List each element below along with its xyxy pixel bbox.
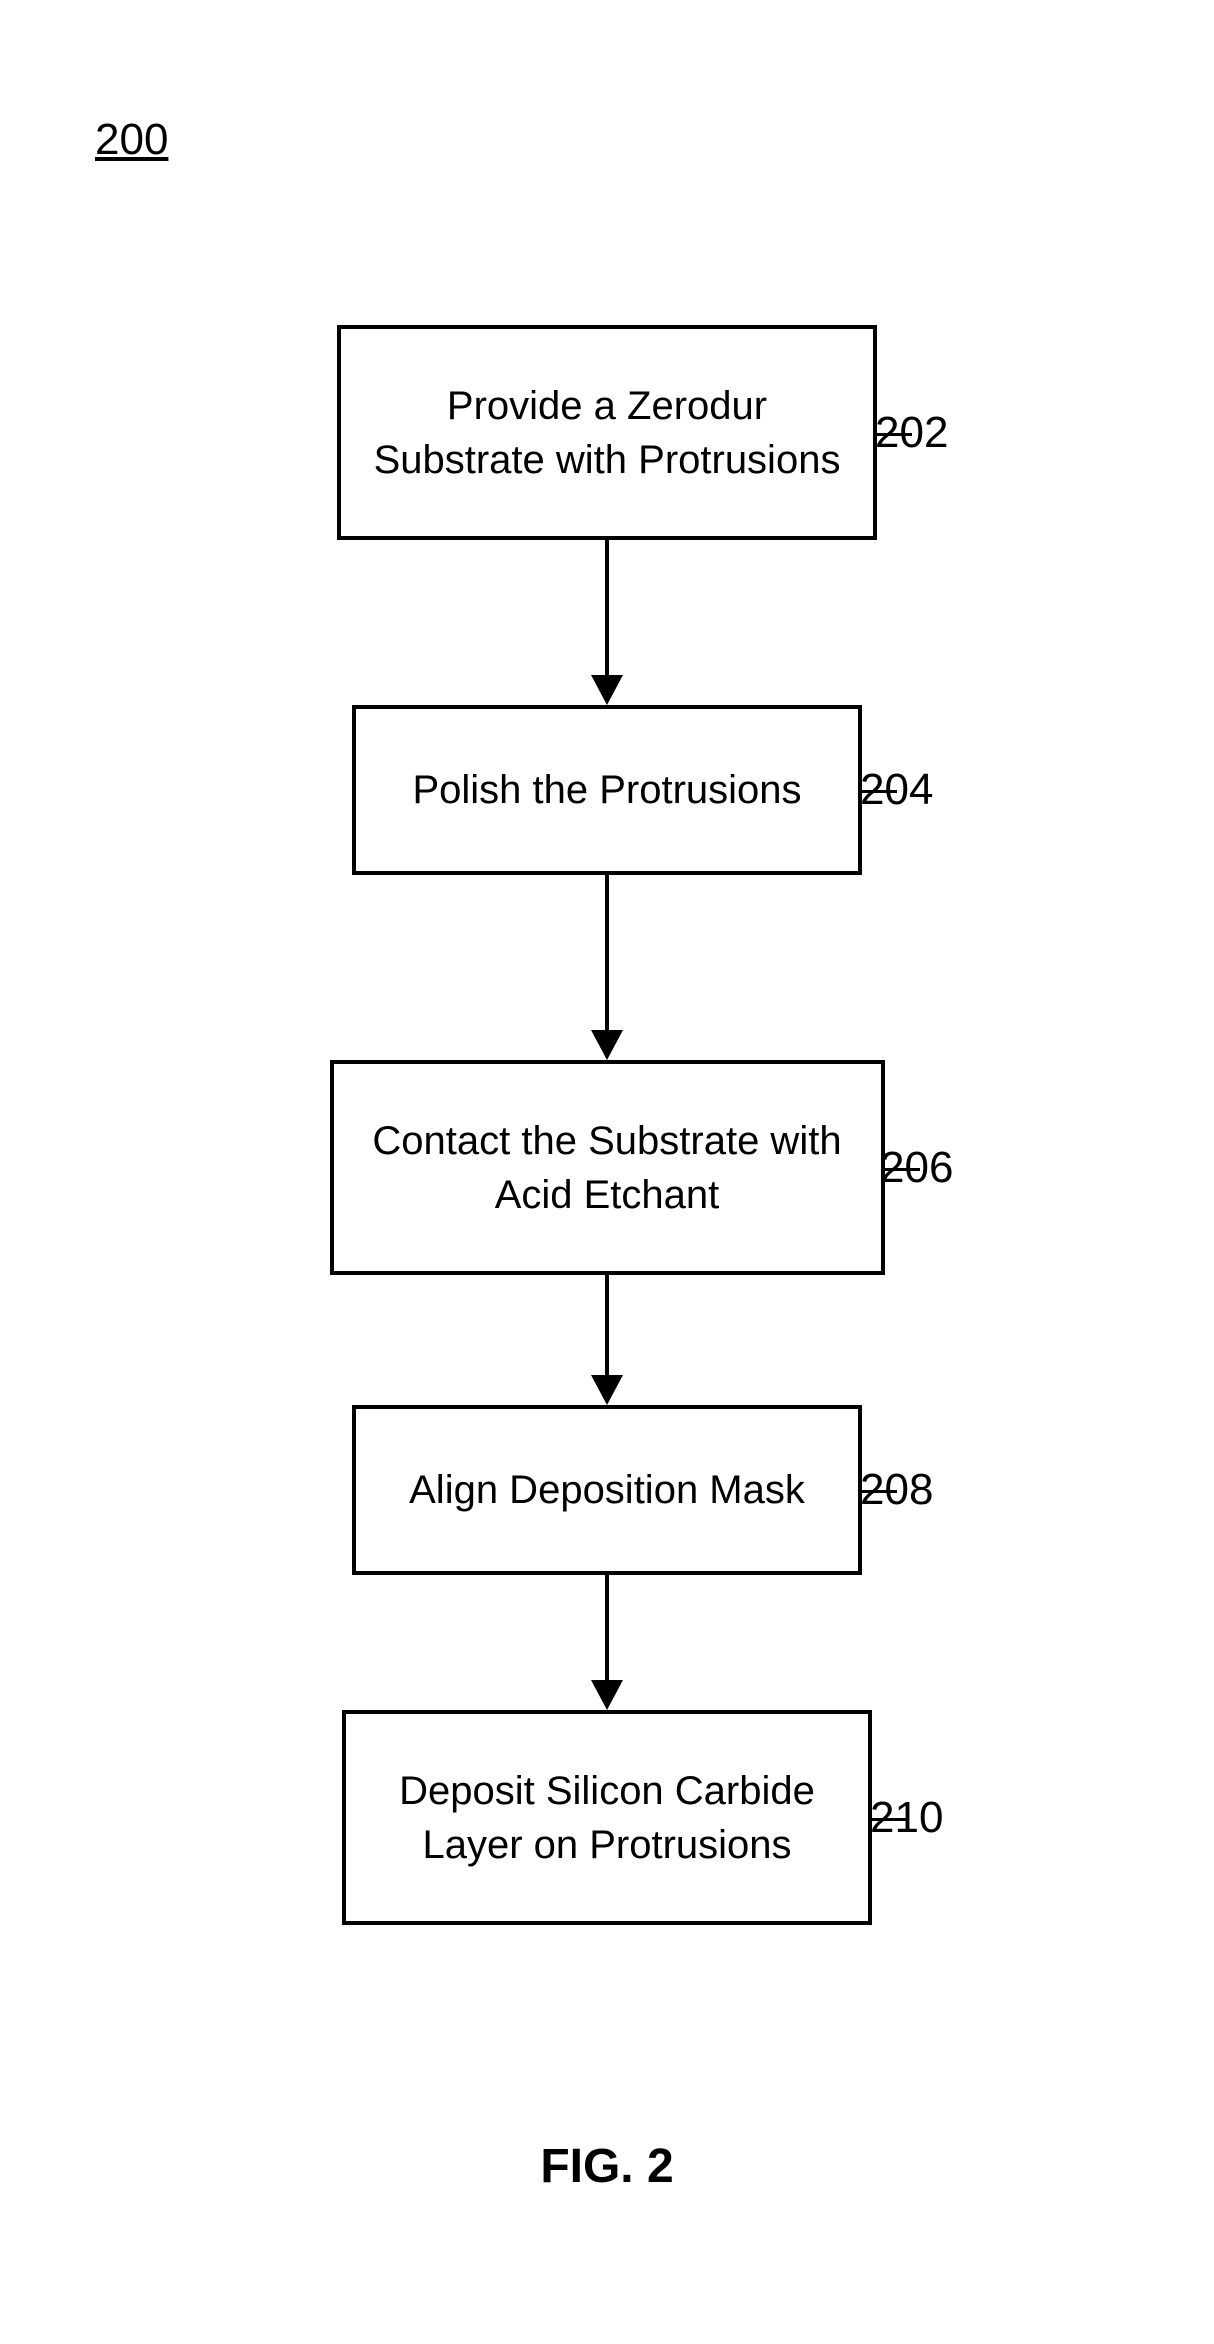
arrow-down bbox=[591, 1575, 623, 1710]
step-label-202: 202 bbox=[875, 408, 948, 458]
figure-caption: FIG. 2 bbox=[0, 2139, 1214, 2194]
arrow-head-icon bbox=[591, 1030, 623, 1060]
arrow-down bbox=[591, 875, 623, 1060]
arrow-head-icon bbox=[591, 1375, 623, 1405]
figure-number: 200 bbox=[95, 115, 168, 165]
step-row-208: Align Deposition Mask 208 bbox=[0, 1405, 1214, 1575]
step-text: Deposit Silicon Carbide Layer on Protrus… bbox=[366, 1764, 848, 1872]
step-row-204: Polish the Protrusions 204 bbox=[0, 705, 1214, 875]
step-label-208: 208 bbox=[860, 1465, 933, 1515]
step-text: Align Deposition Mask bbox=[409, 1463, 805, 1517]
arrow-shaft bbox=[605, 540, 609, 675]
step-label-210: 210 bbox=[870, 1793, 943, 1843]
step-box-208: Align Deposition Mask bbox=[352, 1405, 862, 1575]
step-box-202: Provide a Zerodur Substrate with Protrus… bbox=[337, 325, 877, 540]
step-box-204: Polish the Protrusions bbox=[352, 705, 862, 875]
arrow-shaft bbox=[605, 1275, 609, 1375]
arrow-shaft bbox=[605, 1575, 609, 1680]
step-row-210: Deposit Silicon Carbide Layer on Protrus… bbox=[0, 1710, 1214, 1925]
step-row-202: Provide a Zerodur Substrate with Protrus… bbox=[0, 325, 1214, 540]
step-text: Provide a Zerodur Substrate with Protrus… bbox=[361, 379, 853, 487]
flowchart-container: Provide a Zerodur Substrate with Protrus… bbox=[0, 325, 1214, 1925]
step-label-206: 206 bbox=[880, 1143, 953, 1193]
step-label-204: 204 bbox=[860, 765, 933, 815]
step-text: Contact the Substrate with Acid Etchant bbox=[354, 1114, 861, 1222]
arrow-head-icon bbox=[591, 1680, 623, 1710]
step-row-206: Contact the Substrate with Acid Etchant 2… bbox=[0, 1060, 1214, 1275]
arrow-head-icon bbox=[591, 675, 623, 705]
step-box-210: Deposit Silicon Carbide Layer on Protrus… bbox=[342, 1710, 872, 1925]
arrow-down bbox=[591, 1275, 623, 1405]
arrow-shaft bbox=[605, 875, 609, 1030]
arrow-down bbox=[591, 540, 623, 705]
step-text: Polish the Protrusions bbox=[412, 763, 801, 817]
step-box-206: Contact the Substrate with Acid Etchant bbox=[330, 1060, 885, 1275]
